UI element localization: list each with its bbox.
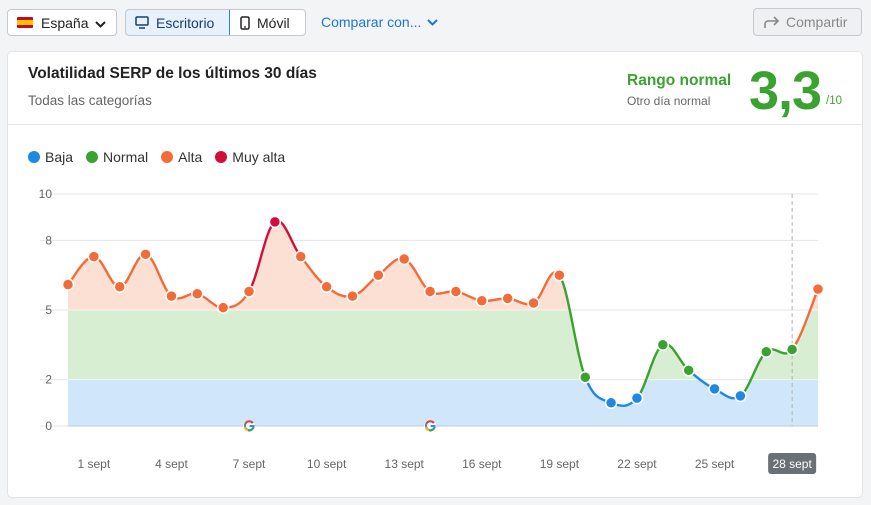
legend-dot	[161, 151, 174, 163]
google-g-green	[428, 427, 436, 432]
x-tick-label: 10 sept	[307, 457, 347, 471]
google-g-yellow	[243, 426, 249, 432]
google-g-red	[425, 420, 435, 425]
compare-label: Comparar con...	[321, 14, 422, 30]
data-point	[604, 396, 618, 410]
x-tick-label: 16 sept	[462, 457, 502, 471]
legend-label: Alta	[178, 149, 203, 165]
data-point	[320, 280, 333, 294]
x-tick-label: 13 sept	[385, 457, 425, 471]
y-tick-label: 8	[45, 233, 52, 247]
legend-label: Normal	[103, 149, 149, 165]
data-point	[553, 268, 566, 282]
band-very-high	[68, 220, 818, 241]
data-point	[87, 250, 101, 263]
chevron-down-icon	[95, 15, 107, 31]
data-point	[165, 289, 178, 303]
data-point	[139, 248, 152, 261]
y-tick-label: 0	[45, 419, 52, 433]
legend-item-high[interactable]: Alta	[161, 149, 202, 165]
data-point	[372, 268, 385, 282]
score-max: /10	[826, 95, 842, 107]
data-point	[242, 285, 256, 298]
band-high	[68, 240, 818, 310]
data-point	[785, 343, 799, 356]
data-point	[811, 282, 825, 296]
data-point	[423, 285, 437, 298]
share-label: Compartir	[786, 14, 848, 30]
chevron-down-icon	[427, 18, 439, 26]
x-tick-label: 4 sept	[155, 457, 188, 471]
google-update-icon	[424, 420, 437, 432]
monitor-icon	[135, 16, 149, 29]
legend-dot	[86, 151, 99, 163]
card-subtitle: Todas las categorías	[28, 93, 152, 108]
data-point	[268, 215, 282, 229]
legend-item-normal[interactable]: Normal	[86, 149, 148, 165]
x-tick-label: 28 sept	[772, 457, 812, 471]
data-point	[216, 301, 230, 314]
x-tick-label: 25 sept	[695, 457, 735, 471]
data-point	[760, 345, 773, 359]
x-tick-label: 22 sept	[617, 457, 657, 471]
data-point	[527, 296, 540, 310]
compare-dropdown[interactable]: Comparar con...	[321, 14, 439, 30]
legend-label: Baja	[45, 149, 74, 165]
data-point	[191, 287, 204, 301]
card-divider	[8, 124, 862, 125]
range-sublabel: Otro día normal	[627, 94, 711, 108]
band-normal	[68, 310, 818, 380]
desktop-tab[interactable]: Escritorio	[126, 10, 230, 35]
legend-item-low[interactable]: Baja	[28, 149, 73, 165]
share-button[interactable]: Compartir	[753, 8, 862, 36]
country-label: España	[41, 14, 89, 31]
chart-legend: Baja Normal Alta Muy alta	[28, 149, 298, 165]
data-point	[682, 364, 695, 377]
phone-icon	[240, 15, 250, 30]
x-tick-label: 7 sept	[233, 457, 266, 471]
google-g-green	[247, 427, 255, 432]
google-g-red	[244, 420, 254, 425]
data-point	[475, 294, 489, 307]
volatility-score: 3,3	[749, 61, 822, 121]
range-label: Rango normal	[627, 72, 732, 89]
data-point	[708, 382, 721, 396]
data-point	[397, 252, 411, 266]
data-point	[656, 338, 670, 352]
data-point	[734, 389, 747, 403]
data-point	[346, 289, 359, 303]
legend-dot	[28, 151, 40, 163]
mobile-label: Móvil	[257, 14, 290, 31]
data-point	[578, 371, 592, 384]
band-low	[68, 379, 818, 426]
data-point	[630, 391, 644, 405]
google-update-icon	[243, 420, 256, 432]
data-point	[501, 292, 514, 305]
area-bands	[68, 220, 818, 426]
legend-dot	[215, 151, 228, 163]
legend-item-very-high[interactable]: Muy alta	[215, 149, 285, 165]
data-point	[61, 278, 75, 291]
data-point	[294, 250, 308, 263]
country-select[interactable]: España	[7, 9, 117, 36]
y-tick-label: 5	[45, 303, 52, 317]
google-g-yellow	[424, 426, 430, 432]
mobile-tab[interactable]: Móvil	[230, 10, 305, 35]
share-arrow-icon	[764, 15, 780, 28]
spain-flag-icon	[17, 17, 33, 28]
desktop-label: Escritorio	[156, 14, 215, 31]
y-tick-label: 2	[45, 373, 52, 387]
x-tick-label: 1 sept	[78, 457, 111, 471]
card-title: Volatilidad SERP de los últimos 30 días	[28, 65, 317, 82]
legend-label: Muy alta	[232, 149, 286, 165]
line-segment	[558, 274, 587, 379]
data-point	[113, 280, 126, 294]
x-label-highlight	[768, 453, 817, 474]
x-tick-label: 19 sept	[540, 457, 580, 471]
device-toggle: Escritorio Móvil	[125, 9, 306, 36]
y-tick-label: 10	[39, 187, 53, 201]
data-point	[449, 285, 463, 298]
